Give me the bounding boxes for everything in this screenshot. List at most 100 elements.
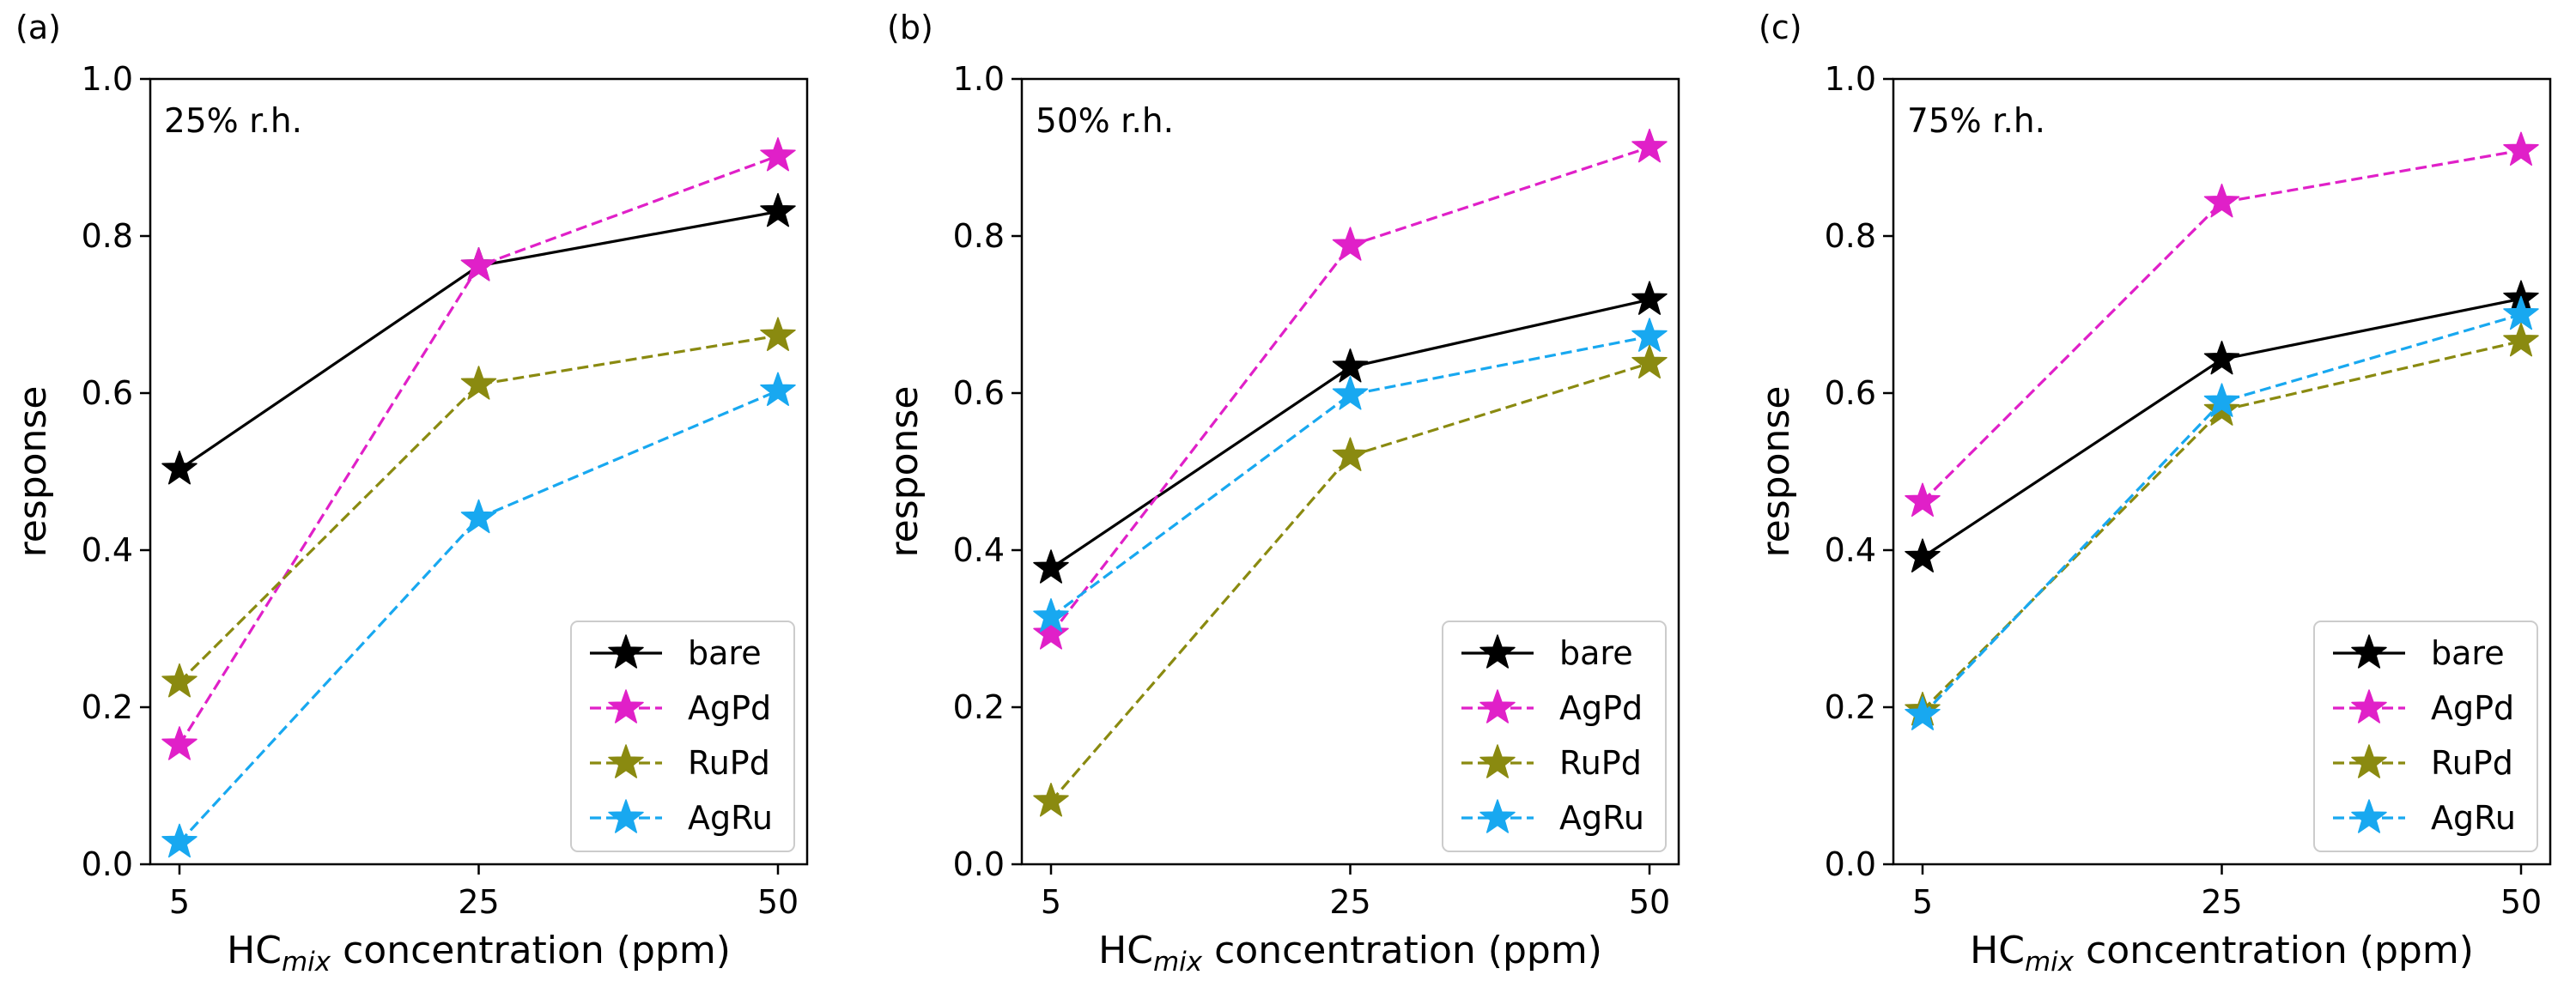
series-agpd [1905, 131, 2539, 518]
series-agru [1905, 295, 2539, 730]
series-agpd [1033, 128, 1668, 650]
legend-label: AgRu [2431, 799, 2516, 837]
data-point [161, 726, 197, 760]
humidity-annotation: 50% r.h. [1036, 102, 1174, 141]
legend-marker [608, 799, 644, 833]
x-axis-label: HCmix concentration (ppm) [227, 929, 731, 978]
panel-label: (a) [15, 9, 61, 46]
data-point [2203, 183, 2240, 218]
data-point [1905, 696, 1941, 730]
data-point [2503, 131, 2539, 167]
x-tick-label: 5 [169, 883, 190, 921]
legend-marker [608, 634, 644, 669]
x-axis-label: HCmix concentration (ppm) [1098, 929, 1602, 978]
data-point [1631, 128, 1668, 163]
series-agru [161, 372, 796, 858]
series-line [1922, 297, 2522, 559]
data-point [1905, 482, 1941, 518]
series-bare [1905, 280, 2539, 572]
chart-panel-1: (a) 0.0 0.2 0.4 0.6 0.8 1.0 5 25 50 response HCmix … [11, 9, 809, 978]
data-point [161, 451, 197, 485]
data-point [2503, 322, 2539, 357]
data-point [760, 136, 796, 172]
panel-label: (c) [1759, 9, 1802, 46]
y-tick-label: 1.0 [953, 60, 1005, 98]
y-axis-label: response [1754, 386, 1798, 558]
y-tick-label: 0.8 [1825, 217, 1876, 255]
legend-box [1442, 621, 1667, 852]
x-axis-label-subscript: mix [1153, 947, 1203, 978]
legend-label: RuPd [2431, 744, 2513, 782]
humidity-annotation: 75% r.h. [1907, 102, 2045, 141]
data-point [1033, 615, 1069, 650]
chart-panel-3: (c) 0.0 0.2 0.4 0.6 0.8 1.0 5 25 50 response HCmix … [1754, 9, 2552, 978]
legend: bare AgPd RuPd AgRu [570, 621, 795, 852]
x-axis-label: HCmix concentration (ppm) [1970, 929, 2474, 978]
data-point [460, 366, 497, 400]
legend-marker [1479, 689, 1516, 724]
x-axis-label-subscript: mix [282, 947, 331, 978]
y-tick-label: 1.0 [82, 60, 133, 98]
x-axis-label-rest: concentration (ppm) [1202, 929, 1602, 972]
y-axis-label: response [883, 386, 927, 558]
legend-marker [2351, 799, 2387, 833]
y-tick-label: 0.0 [1825, 845, 1876, 883]
x-axis-label-subscript: mix [2025, 947, 2075, 978]
data-point [760, 192, 796, 227]
legend: bare AgPd RuPd AgRu [1442, 621, 1667, 852]
series-line [1921, 340, 2522, 711]
series-rupd [161, 317, 796, 698]
series-line [1050, 335, 1650, 619]
y-tick-label: 0.8 [82, 217, 133, 255]
legend-label: RuPd [688, 744, 770, 782]
legend-label: AgPd [688, 689, 771, 727]
series-line [178, 334, 779, 683]
y-tick-label: 1.0 [1825, 60, 1876, 98]
x-axis-label-rest: concentration (ppm) [2074, 929, 2474, 972]
x-axis-label-rest: concentration (ppm) [331, 929, 731, 972]
legend-marker [2351, 744, 2387, 778]
data-point [2203, 340, 2240, 375]
series-agru [1033, 318, 1668, 633]
data-point [2503, 295, 2539, 330]
series-line [1921, 148, 2522, 503]
x-tick-label: 25 [1329, 883, 1370, 921]
panel-label: (b) [887, 9, 933, 46]
chart-panel-2: (b) 0.0 0.2 0.4 0.6 0.8 1.0 5 25 50 response HCmix … [883, 9, 1680, 978]
legend-label: AgRu [688, 799, 773, 837]
y-tick-label: 0.6 [1825, 374, 1876, 412]
y-axis-label: response [11, 386, 55, 558]
x-tick-label: 5 [1041, 883, 1061, 921]
y-tick-label: 0.4 [82, 531, 133, 569]
series-rupd [1033, 344, 1668, 817]
y-tick-label: 0.2 [1825, 688, 1876, 726]
legend-box [570, 621, 795, 852]
y-tick-label: 0.8 [953, 217, 1005, 255]
data-point [161, 823, 197, 858]
data-point [1631, 281, 1668, 315]
legend-marker [1479, 744, 1516, 778]
legend-label: AgRu [1559, 799, 1644, 837]
data-point [1905, 538, 1941, 572]
y-tick-label: 0.0 [953, 845, 1005, 883]
legend-label: bare [1559, 634, 1633, 672]
data-point [1033, 783, 1069, 817]
legend-marker [1479, 634, 1516, 669]
series-agpd [161, 136, 796, 760]
data-point [1631, 318, 1668, 352]
y-tick-label: 0.0 [82, 845, 133, 883]
x-tick-label: 50 [2500, 883, 2542, 921]
legend-box [2313, 621, 2538, 852]
x-tick-label: 25 [2201, 883, 2242, 921]
legend: bare AgPd RuPd AgRu [2313, 621, 2538, 852]
y-tick-label: 0.6 [82, 374, 133, 412]
x-tick-label: 25 [458, 883, 499, 921]
x-axis-label-main: HC [227, 929, 282, 972]
y-tick-label: 0.6 [953, 374, 1005, 412]
legend-marker [608, 744, 644, 778]
data-point [1332, 376, 1369, 410]
legend-marker [2351, 689, 2387, 724]
data-point [1332, 348, 1369, 383]
y-tick-label: 0.2 [82, 688, 133, 726]
